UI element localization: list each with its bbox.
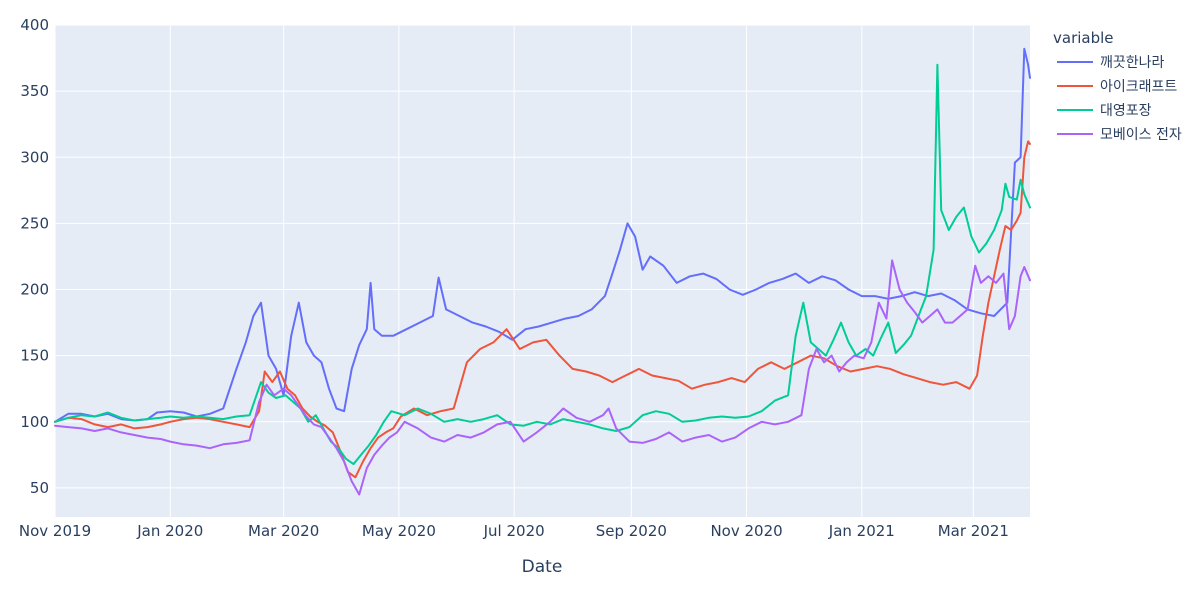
series-line-3 bbox=[54, 63, 1031, 466]
legend-label-4: 모베이스 전자 bbox=[1100, 127, 1182, 143]
x-tick-label: Jan 2020 bbox=[136, 522, 203, 540]
gridlines bbox=[54, 24, 1030, 517]
x-tick-label: May 2020 bbox=[362, 522, 436, 540]
x-axis-title: Date bbox=[522, 557, 563, 577]
y-tick-label: 200 bbox=[20, 281, 49, 299]
x-tick-label: Jan 2021 bbox=[828, 522, 895, 540]
x-tick-label: Mar 2020 bbox=[248, 522, 319, 540]
y-tick-label: 250 bbox=[20, 214, 49, 232]
series-line-1 bbox=[54, 47, 1031, 423]
x-tick-label: Mar 2021 bbox=[938, 522, 1009, 540]
axis-ticks: 50 100 150 200 250 300 350 400 Nov 2019 Jan 2020 M… bbox=[19, 16, 1009, 540]
legend-label-2: 아이크래프트 bbox=[1100, 79, 1177, 95]
x-tick-label: Jul 2020 bbox=[483, 522, 545, 540]
legend-label-3: 대영포장 bbox=[1100, 103, 1152, 119]
plot-background bbox=[55, 25, 1030, 517]
y-tick-label: 300 bbox=[20, 148, 49, 166]
legend-title: variable bbox=[1053, 29, 1114, 47]
y-tick-label: 350 bbox=[20, 82, 49, 100]
y-tick-label: 50 bbox=[30, 479, 49, 497]
series-lines bbox=[54, 47, 1031, 496]
x-tick-label: Sep 2020 bbox=[596, 522, 667, 540]
y-tick-label: 400 bbox=[20, 16, 49, 34]
x-tick-label: Nov 2019 bbox=[19, 522, 91, 540]
y-tick-label: 150 bbox=[20, 347, 49, 365]
x-tick-label: Nov 2020 bbox=[710, 522, 782, 540]
series-line-2 bbox=[54, 140, 1031, 479]
y-tick-label: 100 bbox=[20, 413, 49, 431]
series-line-4 bbox=[54, 259, 1031, 496]
legend-label-1: 깨끗한나라 bbox=[1100, 55, 1165, 71]
